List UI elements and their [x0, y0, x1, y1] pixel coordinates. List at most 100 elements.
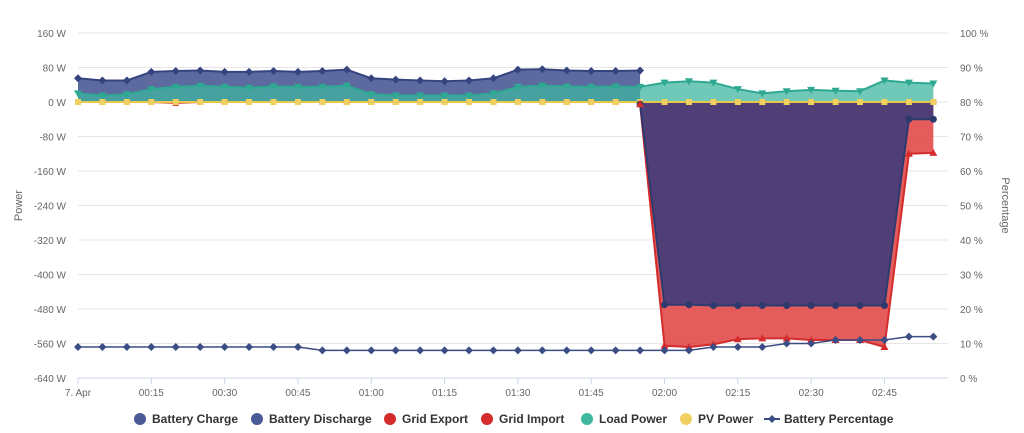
y-left-tick-label: 160 W	[37, 29, 66, 40]
battery-percentage-point	[513, 346, 522, 355]
x-tick-label: 01:00	[359, 388, 384, 399]
battery-percentage-point	[904, 332, 913, 341]
pv-power-point	[148, 99, 155, 105]
grid-import-point	[733, 335, 742, 343]
y-right-tick-label: 100 %	[960, 29, 988, 40]
load-power-point	[611, 83, 620, 91]
load-power-point	[587, 83, 596, 91]
load-power-point	[147, 86, 156, 94]
battery-discharge-line	[77, 68, 641, 83]
load-power-point	[171, 83, 180, 91]
load-power-point	[220, 83, 229, 91]
pv-power-point	[319, 99, 326, 105]
legend-item[interactable]: Grid Import	[481, 412, 564, 426]
x-tick-label: 02:15	[725, 388, 750, 399]
legend-item[interactable]: PV Power	[680, 412, 754, 426]
load-power-line	[77, 79, 934, 97]
pv-power-point	[685, 99, 692, 105]
battery-percentage-point	[416, 346, 425, 355]
legend: Battery Charge Battery Discharge Grid Expo…	[134, 412, 894, 426]
y-left-tick-label: -320 W	[34, 236, 67, 247]
load-power-point	[684, 78, 693, 86]
battery-percentage-line	[78, 335, 934, 352]
battery-percentage-point	[269, 342, 278, 351]
y-left-tick-label: -400 W	[34, 271, 67, 282]
y-right-tick-label: 60 %	[960, 167, 983, 178]
battery-percentage-point	[807, 339, 816, 348]
load-power-point	[440, 92, 449, 100]
y-left-axis-title: Power	[13, 190, 25, 222]
y-left-tick-label: -560 W	[34, 340, 67, 351]
battery-discharge-point	[318, 66, 327, 75]
battery-discharge-point	[122, 76, 131, 85]
pv-power-point	[172, 99, 179, 105]
battery-discharge-point	[587, 66, 596, 75]
legend-circle-symbol	[581, 413, 593, 425]
legend-item[interactable]: Battery Percentage	[764, 412, 894, 426]
pv-power-point	[441, 99, 448, 105]
x-tick-label: 02:00	[652, 388, 677, 399]
battery-discharge-point	[611, 66, 620, 75]
y-left-tick-label: -80 W	[39, 133, 66, 144]
load-power-point	[98, 92, 107, 100]
battery-percentage-point	[587, 346, 596, 355]
battery-charge-point	[685, 301, 693, 309]
battery-percentage-point	[538, 346, 547, 355]
pv-power-point	[881, 99, 888, 105]
battery-discharge-point	[98, 76, 107, 85]
x-tick-label: 7. Apr	[65, 388, 92, 399]
load-power-point	[929, 80, 938, 88]
battery-discharge-point	[342, 65, 351, 74]
pv-power-point	[123, 99, 130, 105]
battery-discharge-point	[513, 65, 522, 74]
load-power-point	[880, 77, 889, 85]
battery-discharge-point	[74, 74, 82, 83]
load-power-point	[733, 86, 742, 94]
legend-circle-symbol	[680, 413, 692, 425]
battery-charge-point	[929, 115, 937, 123]
x-tick-label: 00:45	[285, 388, 310, 399]
battery-percentage-point	[856, 336, 865, 345]
load-power-point	[293, 83, 302, 91]
battery-charge-point	[832, 302, 840, 310]
pv-power-point	[930, 99, 937, 105]
y-right-tick-label: 90 %	[960, 64, 983, 75]
y-right-tick-label: 40 %	[960, 236, 983, 247]
battery-discharge-point	[416, 76, 425, 85]
load-power-point	[391, 92, 400, 100]
y-right-tick-label: 50 %	[960, 202, 983, 213]
legend-item[interactable]: Load Power	[581, 412, 667, 426]
load-power-point	[342, 82, 351, 90]
legend-label: Grid Export	[402, 412, 468, 426]
battery-percentage-point	[318, 346, 327, 355]
load-power-point	[269, 83, 278, 91]
grid-import-point	[904, 149, 913, 157]
battery-percentage-point	[660, 346, 669, 355]
load-power-point	[807, 86, 816, 94]
y-left-tick-label: -240 W	[34, 202, 67, 213]
battery-percentage-point	[342, 346, 351, 355]
legend-item[interactable]: Battery Charge	[134, 412, 238, 426]
load-power-point	[758, 90, 767, 98]
pv-power-point	[417, 99, 424, 105]
battery-percentage-point	[880, 336, 889, 345]
legend-item[interactable]: Battery Discharge	[251, 412, 372, 426]
load-power-point	[122, 91, 131, 99]
battery-discharge-point	[538, 65, 547, 74]
battery-percentage-point	[465, 346, 474, 355]
battery-percentage-point	[684, 346, 693, 355]
pv-power-point	[368, 99, 375, 105]
battery-percentage-point	[562, 346, 571, 355]
legend-item[interactable]: Grid Export	[384, 412, 468, 426]
battery-discharge-point	[489, 74, 498, 83]
load-power-point	[831, 87, 840, 95]
legend-label: Battery Charge	[152, 412, 238, 426]
y-right-axis-title: Percentage	[999, 177, 1011, 233]
battery-discharge-point	[196, 66, 205, 75]
pv-power-point	[808, 99, 815, 105]
x-tick-label: 00:15	[139, 388, 164, 399]
pv-power-point	[759, 99, 766, 105]
x-tick-label: 01:15	[432, 388, 457, 399]
grid-import-point	[660, 341, 669, 349]
